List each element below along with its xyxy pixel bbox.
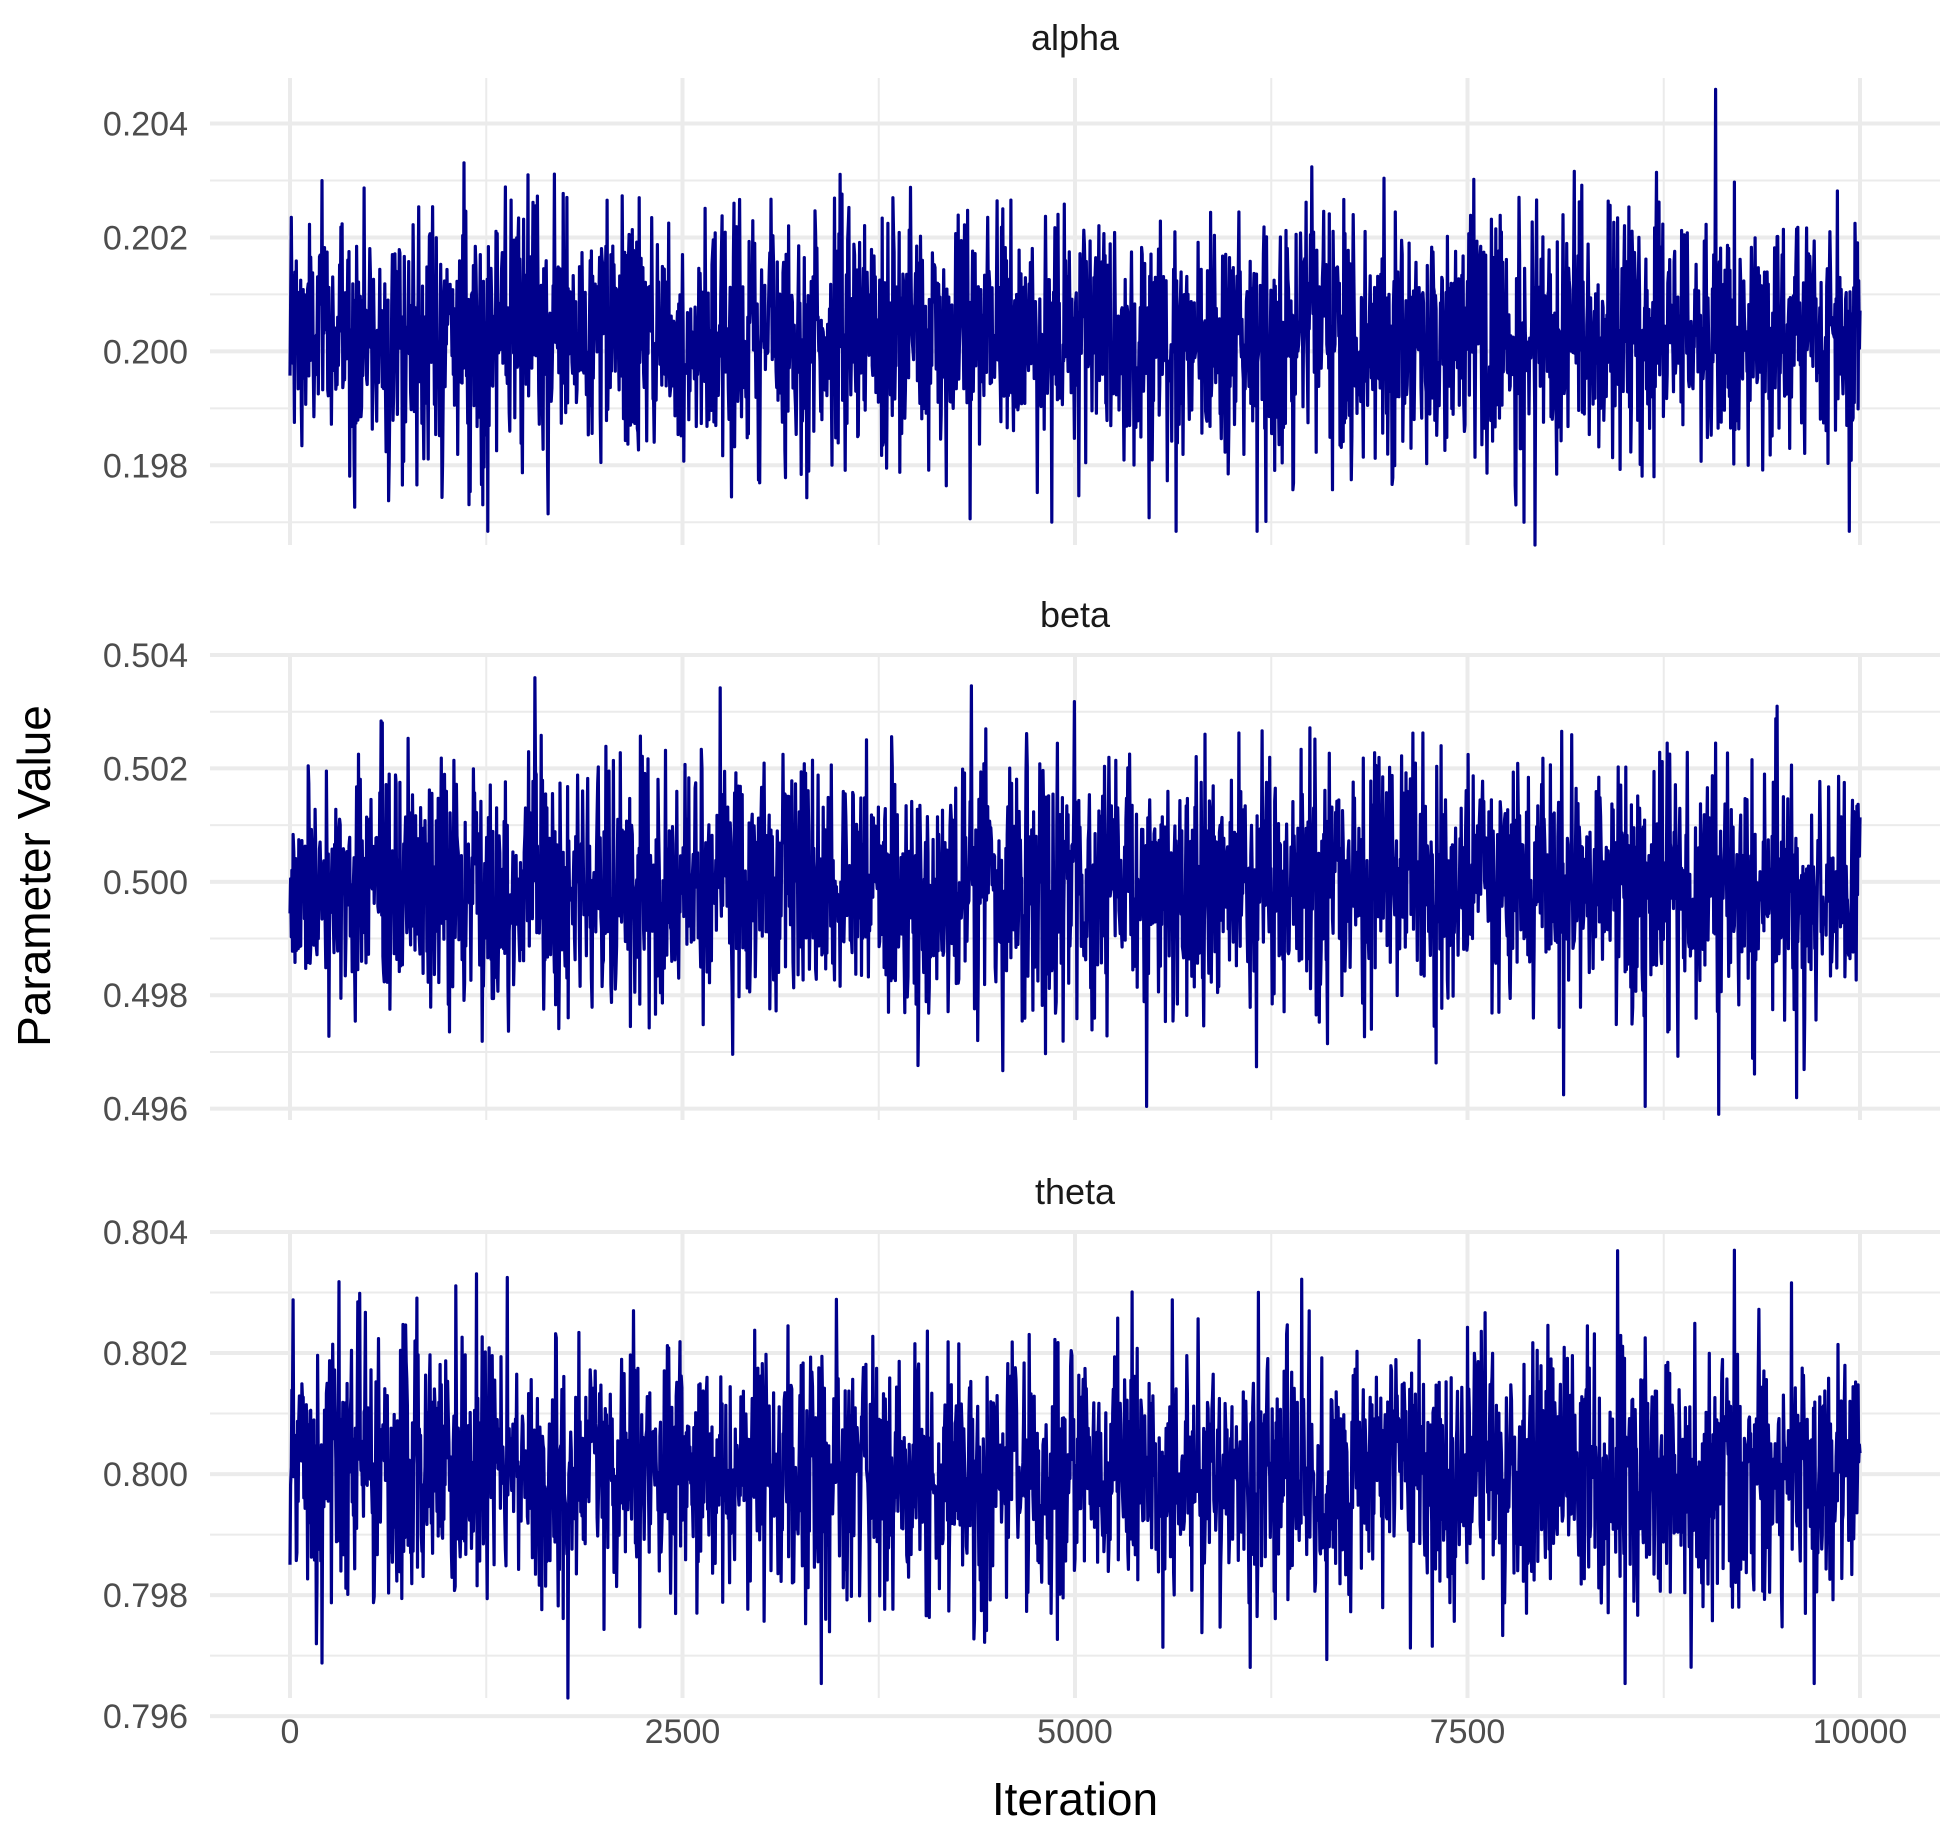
y-tick-label: 0.798	[103, 1577, 188, 1615]
trace-line-beta	[288, 676, 1862, 1116]
y-tick-label: 0.502	[103, 750, 188, 788]
y-tick-label: 0.796	[103, 1698, 188, 1736]
y-tick-label: 0.496	[103, 1091, 188, 1129]
x-tick-label: 2500	[645, 1713, 721, 1751]
x-tick-label: 10000	[1813, 1713, 1908, 1751]
x-axis: 0 2500 5000 7500 10000	[281, 1713, 1908, 1751]
y-tick-label: 0.202	[103, 219, 188, 257]
facet-label: alpha	[1031, 17, 1120, 58]
y-tick-label: 0.200	[103, 333, 188, 371]
facet-theta: 0.796 0.798 0.800 0.802 0.804 theta	[103, 1171, 1940, 1736]
facet-beta: 0.496 0.498 0.500 0.502 0.504 beta	[103, 594, 1940, 1129]
y-tick-label: 0.204	[103, 106, 188, 144]
x-tick-label: 0	[281, 1713, 300, 1751]
facet-label: theta	[1035, 1171, 1116, 1212]
y-axis-title: Parameter Value	[8, 705, 60, 1047]
trace-line-theta	[288, 1248, 1862, 1700]
y-tick-label: 0.198	[103, 447, 188, 485]
x-tick-label: 7500	[1430, 1713, 1506, 1751]
y-tick-label: 0.800	[103, 1456, 188, 1494]
facet-alpha: 0.198 0.200 0.202 0.204 alpha	[103, 17, 1940, 547]
y-tick-label: 0.498	[103, 977, 188, 1015]
trace-line-alpha	[288, 87, 1862, 547]
y-tick-label: 0.802	[103, 1335, 188, 1373]
y-tick-label: 0.804	[103, 1214, 188, 1252]
x-axis-title: Iteration	[992, 1773, 1158, 1825]
facet-panels: 0.198 0.200 0.202 0.204 alpha 0.496 0.498 0.500…	[103, 17, 1940, 1736]
facet-label: beta	[1040, 594, 1111, 635]
x-tick-label: 5000	[1037, 1713, 1113, 1751]
y-tick-label: 0.504	[103, 637, 188, 675]
y-tick-label: 0.500	[103, 864, 188, 902]
